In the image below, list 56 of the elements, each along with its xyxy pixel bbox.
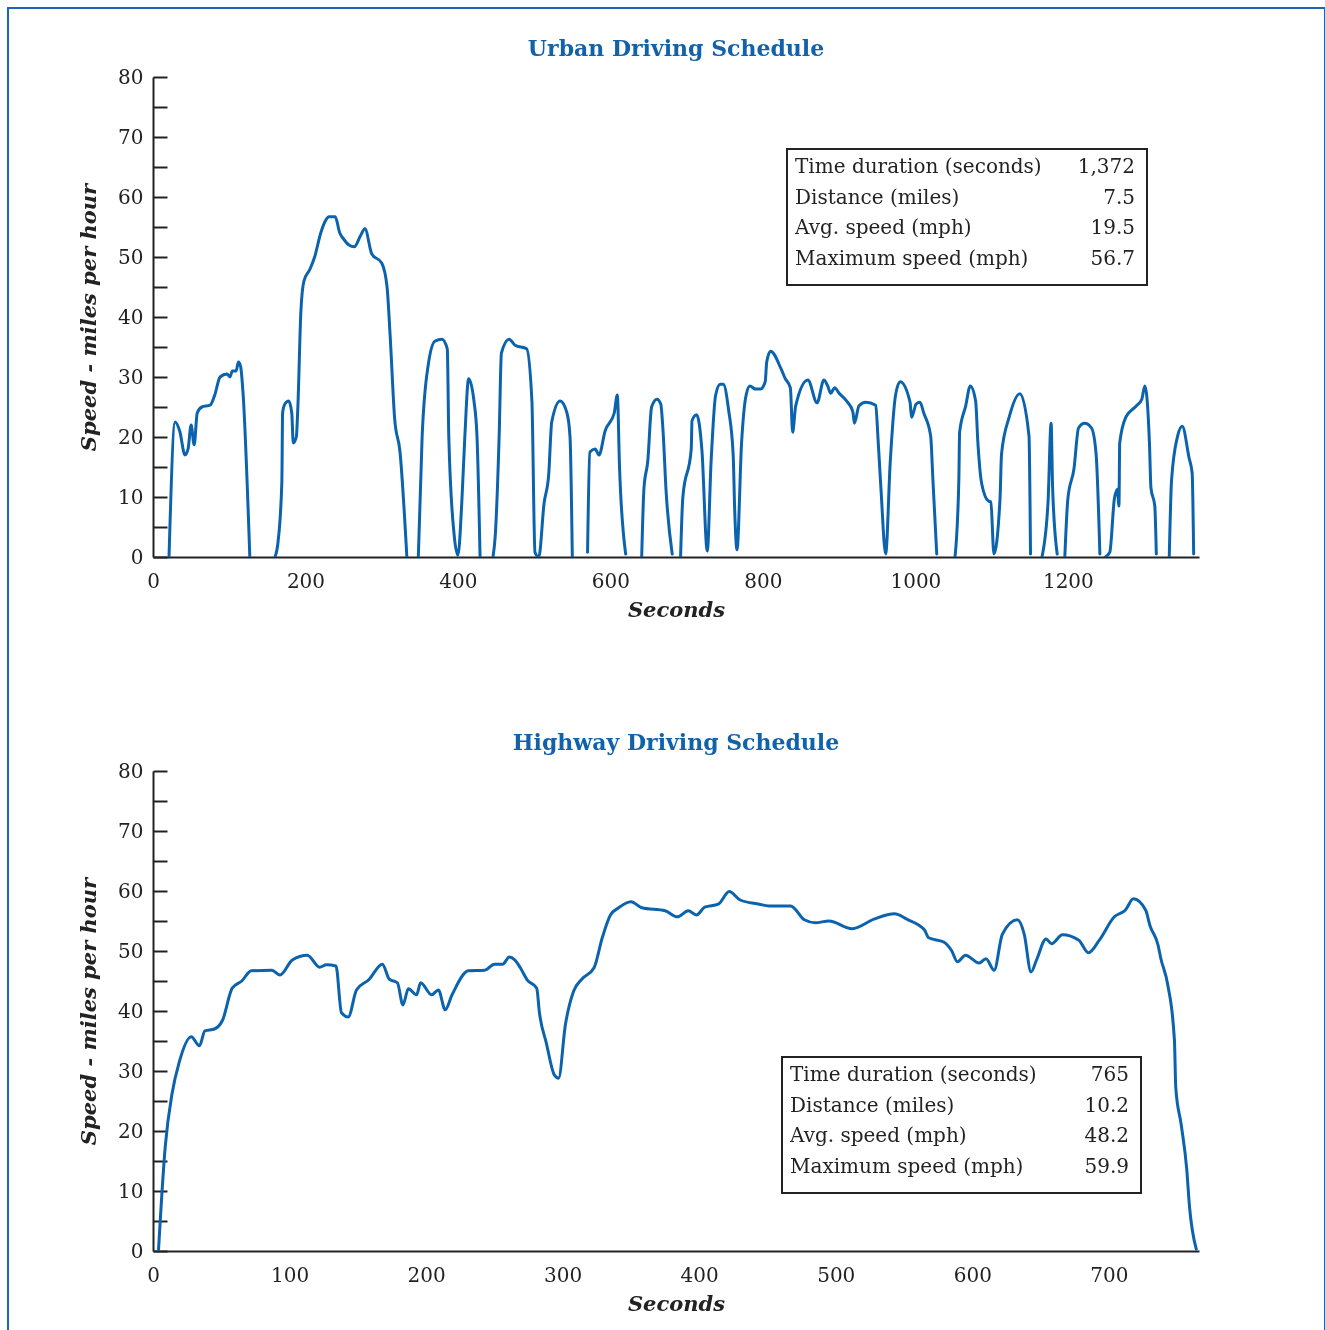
- chart-title: Urban Driving Schedule: [527, 35, 825, 61]
- x-axis-title: Seconds: [627, 596, 726, 622]
- line-series: [156, 890, 1198, 1251]
- x-tick-label: 1200: [1042, 568, 1094, 593]
- y-tick-label: 20: [118, 1118, 144, 1143]
- y-axis-title: Speed - miles per hour: [76, 875, 102, 1146]
- y-tick-label: 30: [118, 364, 144, 389]
- y-tick-label: 70: [118, 124, 144, 149]
- annotation: Time duration (seconds): [795, 154, 1042, 178]
- x-tick-label: 600: [953, 1262, 992, 1287]
- x-tick-label: 800: [744, 568, 783, 593]
- y-tick-label: 30: [118, 1058, 144, 1083]
- annotation: Avg. speed (mph): [794, 215, 972, 239]
- x-tick-label: 200: [407, 1262, 446, 1287]
- y-tick-label: 10: [118, 484, 144, 509]
- annotation: Distance (miles): [790, 1092, 955, 1117]
- y-tick-label: 40: [118, 998, 144, 1023]
- y-tick-label: 80: [118, 64, 144, 89]
- annotation: 10.2: [1084, 1092, 1129, 1117]
- x-tick-label: 200: [286, 568, 326, 593]
- y-tick-label: 50: [118, 938, 144, 963]
- x-tick-label: 0: [147, 568, 160, 593]
- annotation: Maximum speed (mph): [795, 245, 1029, 270]
- annotation: Distance (miles): [795, 184, 960, 209]
- annotation: 48.2: [1084, 1123, 1129, 1147]
- annotation: Avg. speed (mph): [789, 1123, 967, 1147]
- y-tick-label: 60: [118, 184, 144, 209]
- y-tick-label: 0: [130, 544, 144, 569]
- y-tick-label: 40: [118, 304, 144, 329]
- annotation: Maximum speed (mph): [790, 1153, 1024, 1178]
- annotation: 56.7: [1090, 245, 1135, 270]
- y-tick-label: 20: [118, 424, 144, 449]
- x-tick-label: 400: [439, 568, 478, 593]
- annotation: 59.9: [1084, 1153, 1129, 1178]
- y-tick-label: 0: [130, 1238, 144, 1263]
- annotation: Time duration (seconds): [790, 1062, 1037, 1086]
- annotation: 765: [1090, 1062, 1129, 1086]
- x-tick-label: 0: [147, 1262, 160, 1287]
- x-axis-title: Seconds: [627, 1290, 726, 1316]
- x-tick-label: 500: [817, 1262, 856, 1287]
- chart-title: Highway Driving Schedule: [512, 729, 840, 755]
- annotation: 19.5: [1090, 215, 1135, 239]
- y-axis-title: Speed - miles per hour: [76, 181, 102, 452]
- y-tick-label: 70: [118, 818, 144, 843]
- y-tick-label: 60: [118, 878, 144, 903]
- x-tick-label: 400: [680, 1262, 719, 1287]
- annotation: 1,372: [1077, 154, 1135, 178]
- y-tick-label: 50: [118, 244, 144, 269]
- x-tick-label: 1000: [890, 568, 942, 593]
- annotation: 7.5: [1103, 184, 1135, 209]
- x-tick-label: 100: [270, 1262, 310, 1287]
- y-tick-label: 80: [118, 758, 144, 783]
- y-tick-label: 10: [118, 1178, 144, 1203]
- x-tick-label: 300: [544, 1262, 583, 1287]
- x-tick-label: 700: [1090, 1262, 1129, 1287]
- x-tick-label: 600: [591, 568, 631, 593]
